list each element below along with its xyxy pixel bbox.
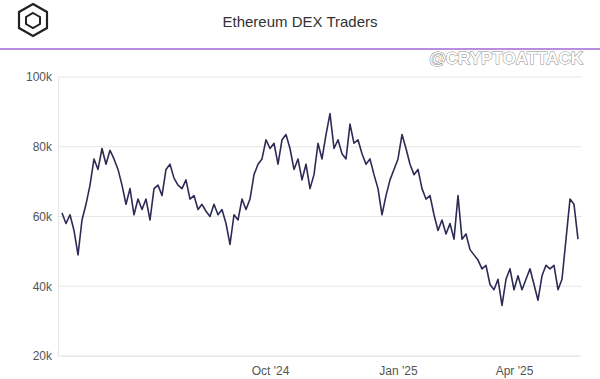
y-tick-label: 20k bbox=[33, 349, 53, 363]
y-tick: 60k bbox=[33, 210, 58, 224]
x-tick-label: Jan '25 bbox=[379, 364, 418, 378]
y-tick-label: 40k bbox=[33, 280, 53, 294]
chart: Ethereum DEX Traders 20k 40k 60k 80k 100k Oct … bbox=[0, 0, 600, 379]
title: Ethereum DEX Traders bbox=[222, 13, 377, 30]
y-tick: 100k bbox=[26, 70, 58, 84]
x-tick: Apr '25 bbox=[496, 356, 534, 378]
y-axis: 20k 40k 60k 80k 100k bbox=[26, 70, 59, 363]
x-tick-label: Oct '24 bbox=[252, 364, 290, 378]
y-tick-label: 60k bbox=[33, 210, 53, 224]
logo-inner bbox=[26, 13, 40, 28]
x-tick-label: Apr '25 bbox=[496, 364, 534, 378]
data-line bbox=[62, 114, 578, 306]
grid-line bbox=[58, 356, 582, 357]
x-tick: Oct '24 bbox=[252, 356, 290, 378]
y-tick-label: 80k bbox=[33, 140, 53, 154]
plot-area bbox=[62, 114, 578, 306]
grid-line bbox=[58, 286, 582, 287]
y-tick: 40k bbox=[33, 280, 58, 294]
y-tick-label: 100k bbox=[26, 70, 53, 84]
grid-line bbox=[58, 216, 582, 217]
logo-hexagon bbox=[19, 4, 47, 36]
x-axis-line bbox=[63, 356, 579, 357]
logo bbox=[19, 4, 47, 36]
y-tick: 20k bbox=[33, 349, 58, 363]
grid-line bbox=[58, 77, 582, 78]
grid-line bbox=[58, 146, 582, 147]
watermark: @CRYPTOATTACK bbox=[429, 49, 584, 68]
x-tick: Jan '25 bbox=[379, 356, 418, 378]
x-axis: Oct '24 Jan '25 Apr '25 bbox=[63, 356, 579, 378]
y-tick: 80k bbox=[33, 140, 58, 154]
y-axis-line bbox=[58, 78, 59, 357]
grid bbox=[58, 77, 582, 356]
